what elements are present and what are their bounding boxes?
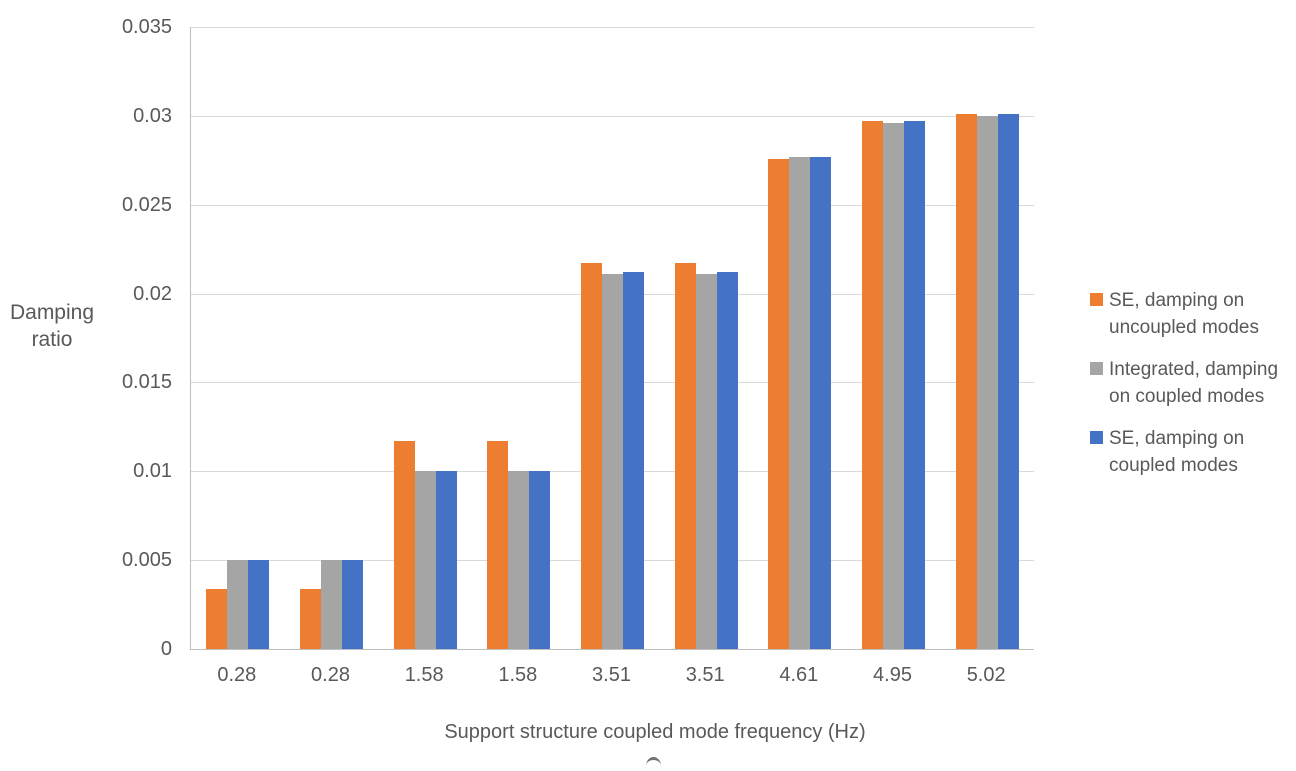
x-tick-label: 3.51 xyxy=(685,664,725,686)
y-tick-label: 0.015 xyxy=(121,371,172,394)
bar xyxy=(393,441,415,649)
bar-group-0.28 xyxy=(285,27,379,649)
legend-swatch-icon xyxy=(1090,293,1103,306)
bar xyxy=(695,274,717,649)
bar xyxy=(862,121,884,649)
x-tick-label: 1.58 xyxy=(498,664,538,686)
legend: SE, damping on uncoupled modes Integrated… xyxy=(1090,287,1294,479)
bar xyxy=(976,116,998,649)
bar xyxy=(321,560,342,649)
bar xyxy=(529,471,551,649)
bar xyxy=(789,157,811,649)
bar xyxy=(342,560,363,649)
y-tick-label: 0.03 xyxy=(133,104,172,127)
y-tick-label: 0.035 xyxy=(121,16,172,38)
bar-groups xyxy=(191,27,1034,649)
legend-swatch-icon xyxy=(1090,431,1103,444)
legend-label: SE, damping on uncoupled modes xyxy=(1109,290,1259,338)
y-tick-label: 0.01 xyxy=(133,460,172,483)
gridline-0.025 xyxy=(191,205,1034,206)
bar xyxy=(955,114,977,649)
bar-group-1.58 xyxy=(378,27,472,649)
bar xyxy=(810,157,832,649)
bar xyxy=(414,471,436,649)
bar xyxy=(487,441,509,649)
bar xyxy=(716,272,738,649)
legend-item: SE, damping on uncoupled modes xyxy=(1090,287,1294,341)
bar xyxy=(227,560,249,649)
legend-item: SE, damping on coupled modes xyxy=(1090,425,1294,479)
y-tick-label: 0.025 xyxy=(121,193,172,216)
bar xyxy=(602,274,624,649)
x-tick-label: 5.02 xyxy=(966,664,1006,686)
bar-group-3.51 xyxy=(566,27,660,649)
bar xyxy=(768,159,790,649)
gridline-0.03 xyxy=(191,116,1034,117)
y-tick-label: 0 xyxy=(160,638,172,660)
bar xyxy=(206,589,228,649)
x-tick-label: 1.58 xyxy=(404,664,444,686)
x-axis-title: Support structure coupled mode frequency… xyxy=(444,721,866,743)
bar-group-0.28 xyxy=(191,27,285,649)
plot-area xyxy=(190,27,1034,650)
bar xyxy=(623,272,645,649)
x-tick-label: 0.28 xyxy=(311,664,350,686)
legend-label: SE, damping on coupled modes xyxy=(1109,428,1245,476)
bar xyxy=(435,471,457,649)
bar xyxy=(581,263,603,649)
bar-group-4.61 xyxy=(753,27,847,649)
bar xyxy=(674,263,696,649)
legend-label: Integrated, damping on coupled modes xyxy=(1109,359,1279,407)
gridline-0.035 xyxy=(191,27,1034,28)
x-tick-label: 4.95 xyxy=(873,664,912,686)
cropped-character-fragment xyxy=(646,757,661,766)
y-axis-title: Damping ratio xyxy=(9,301,95,351)
bar xyxy=(300,589,321,649)
legend-swatch-icon xyxy=(1090,362,1103,375)
bar xyxy=(904,121,926,649)
bar xyxy=(883,123,905,649)
bar-group-1.58 xyxy=(472,27,566,649)
y-tick-label: 0.005 xyxy=(121,549,172,572)
bar-group-3.51 xyxy=(659,27,753,649)
bar xyxy=(248,560,270,649)
bar-group-5.02 xyxy=(940,27,1034,649)
legend-item: Integrated, damping on coupled modes xyxy=(1090,356,1294,410)
x-tick-label: 0.28 xyxy=(217,664,257,686)
bar xyxy=(997,114,1019,649)
y-tick-label: 0.02 xyxy=(133,282,172,305)
bar-group-4.95 xyxy=(847,27,941,649)
bar xyxy=(508,471,530,649)
x-tick-label: 3.51 xyxy=(592,664,631,686)
x-tick-label: 4.61 xyxy=(779,664,819,686)
